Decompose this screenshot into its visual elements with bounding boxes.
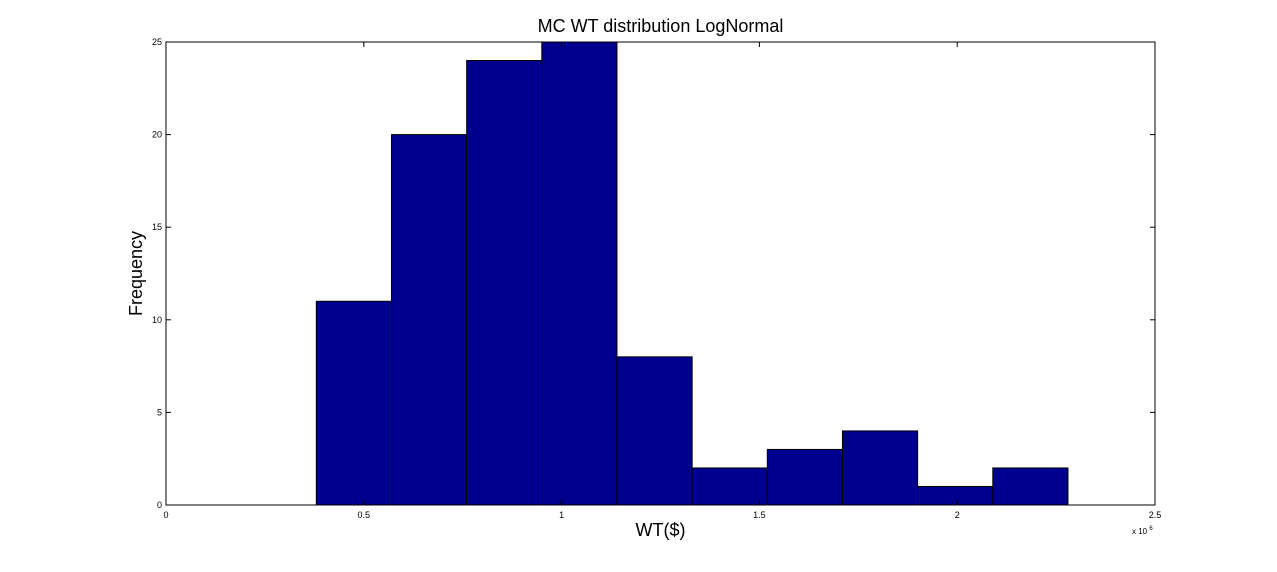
histogram-bar (315, 300, 392, 506)
x-tick-label: 2.5 (1149, 510, 1162, 520)
histogram-bar (766, 448, 843, 506)
ticks-group: 0 0.5 1 1.5 2 2.5 0 5 10 15 20 25 (152, 37, 1161, 520)
x-axis-scale-exponent: 6 (1149, 526, 1153, 532)
histogram-bar (691, 467, 768, 506)
y-axis-label: Frequency (126, 231, 146, 316)
x-tick-label: 0.5 (358, 510, 371, 520)
histogram-bar (992, 467, 1069, 506)
histogram-bar (466, 60, 543, 506)
y-tick-label: 0 (157, 500, 162, 510)
histogram-bar (841, 430, 919, 506)
y-tick-label: 10 (152, 315, 162, 325)
x-axis-label: WT($) (636, 520, 686, 540)
x-axis-scale-factor: x 10 6 (1132, 526, 1153, 536)
y-tick-label: 5 (157, 407, 162, 417)
chart-title: MC WT distribution LogNormal (538, 16, 784, 36)
x-tick-label: 2 (955, 510, 960, 520)
x-tick-label: 1.5 (753, 510, 766, 520)
histogram-bar (616, 356, 693, 506)
plot-frame (165, 41, 1156, 506)
histogram-bar (917, 485, 994, 506)
histogram-bar (541, 41, 618, 506)
x-tick-label: 1 (559, 510, 564, 520)
y-tick-label: 15 (152, 222, 162, 232)
y-tick-label: 25 (152, 37, 162, 47)
histogram-bar (390, 134, 468, 506)
x-axis-scale-base: x 10 (1132, 527, 1148, 536)
x-tick-label: 0 (163, 510, 168, 520)
bars-group (315, 41, 1069, 506)
y-tick-label: 20 (152, 130, 162, 140)
